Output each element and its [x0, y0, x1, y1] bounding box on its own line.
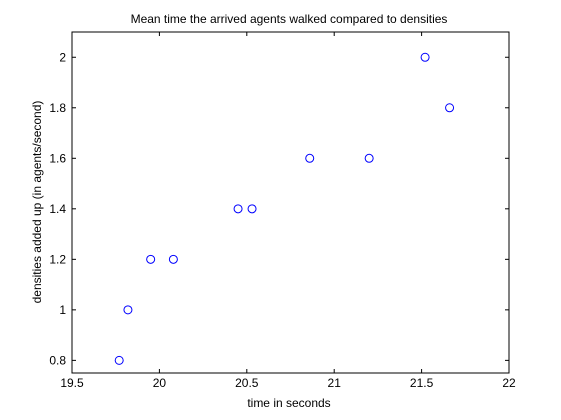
scatter-point	[248, 205, 256, 213]
scatter-point	[169, 255, 177, 263]
x-tick-label: 21	[328, 376, 342, 390]
scatter-point	[147, 255, 155, 263]
plot-area-frame	[72, 32, 509, 373]
scatter-point	[365, 154, 373, 162]
scatter-point	[446, 104, 454, 112]
x-axis: 19.5 20 20.5 21 21.5 22	[60, 32, 516, 390]
x-tick-label: 22	[502, 376, 516, 390]
scatter-point	[234, 205, 242, 213]
y-tick-label: 1.4	[49, 202, 66, 216]
x-axis-label: time in seconds	[247, 396, 330, 410]
y-tick-label: 0.8	[49, 353, 66, 367]
scatter-point	[115, 356, 123, 364]
y-axis-label: densities added up (in agents/second)	[30, 101, 44, 304]
x-tick-label: 19.5	[60, 376, 84, 390]
y-tick-label: 2	[59, 50, 66, 64]
x-tick-label: 21.5	[410, 376, 434, 390]
x-tick-label: 20.5	[235, 376, 259, 390]
scatter-point	[124, 306, 132, 314]
y-tick-label: 1.2	[49, 252, 66, 266]
x-tick-label: 20	[153, 376, 167, 390]
scatter-point	[306, 154, 314, 162]
chart-title: Mean time the arrived agents walked comp…	[131, 12, 448, 26]
scatter-point	[421, 53, 429, 61]
scatter-points	[115, 53, 453, 364]
y-tick-label: 1.8	[49, 101, 66, 115]
y-tick-label: 1.6	[49, 151, 66, 165]
y-axis: 0.8 1 1.2 1.4 1.6 1.8 2	[49, 50, 509, 367]
y-tick-label: 1	[59, 303, 66, 317]
